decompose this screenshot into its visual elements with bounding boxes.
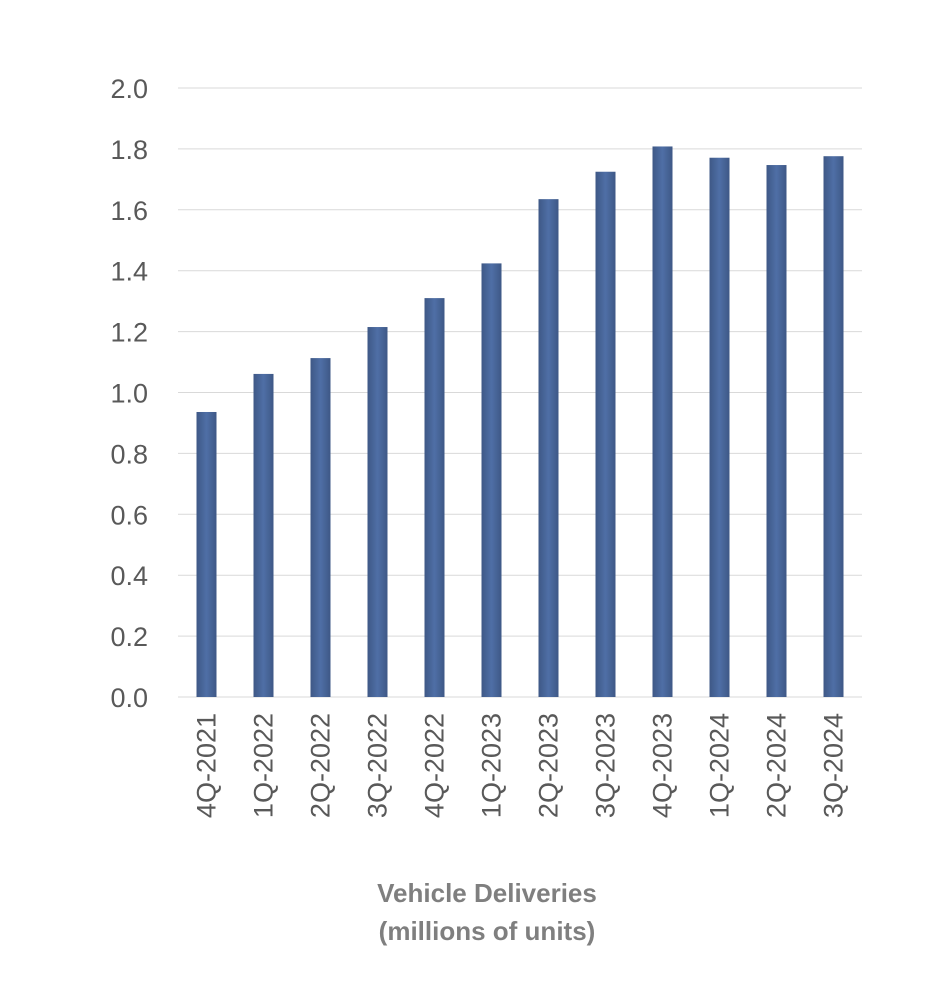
y-tick-label: 2.0 <box>110 74 148 104</box>
x-tick-label: 3Q-2024 <box>819 713 849 818</box>
y-tick-label: 0.4 <box>110 561 148 591</box>
y-tick-label: 1.0 <box>110 379 148 409</box>
x-tick-label: 4Q-2021 <box>192 713 222 818</box>
x-tick-label: 2Q-2023 <box>534 713 564 818</box>
bar-3q-2024 <box>823 156 844 697</box>
x-tick-label: 2Q-2024 <box>762 713 792 818</box>
bar-2q-2024 <box>766 165 787 697</box>
bar-4q-2022 <box>424 298 445 697</box>
bars <box>196 146 844 698</box>
gridlines <box>178 87 862 698</box>
y-tick-label: 1.8 <box>110 135 148 165</box>
y-tick-label: 0.2 <box>110 622 148 652</box>
bar-2q-2023 <box>538 199 559 697</box>
x-tick-label: 2Q-2022 <box>306 713 336 818</box>
bar-3q-2022 <box>367 327 388 697</box>
bar-4q-2021 <box>196 411 217 697</box>
bar-3q-2023 <box>595 171 616 698</box>
y-tick-label: 1.6 <box>110 196 148 226</box>
bar-1q-2023 <box>481 263 502 697</box>
y-tick-label: 0.8 <box>110 439 148 469</box>
x-tick-label: 4Q-2022 <box>420 713 450 818</box>
x-tick-label: 1Q-2023 <box>477 713 507 818</box>
x-axis-tick-labels: 4Q-2021 1Q-2022 2Q-2022 3Q-2022 4Q-2022 1Q-20… <box>192 713 849 818</box>
y-tick-label: 0.0 <box>110 683 148 713</box>
x-tick-label: 3Q-2023 <box>591 713 621 818</box>
x-tick-label: 1Q-2022 <box>249 713 279 818</box>
y-tick-label: 0.6 <box>110 500 148 530</box>
y-tick-label: 1.4 <box>110 257 148 287</box>
y-axis-tick-labels: 0.0 0.2 0.4 0.6 0.8 1.0 1.2 1.4 1.6 1.8 2.0 <box>110 74 148 713</box>
x-tick-label: 1Q-2024 <box>705 713 735 818</box>
x-tick-label: 4Q-2023 <box>648 713 678 818</box>
x-tick-label: 3Q-2022 <box>363 713 393 818</box>
bar-1q-2022 <box>253 373 274 697</box>
chart-subtitle: (millions of units) <box>379 916 596 946</box>
bar-1q-2024 <box>709 157 730 698</box>
bar-4q-2023 <box>652 146 673 698</box>
bar-2q-2022 <box>310 358 331 697</box>
y-tick-label: 1.2 <box>110 318 148 348</box>
chart-title: Vehicle Deliveries <box>377 878 597 908</box>
